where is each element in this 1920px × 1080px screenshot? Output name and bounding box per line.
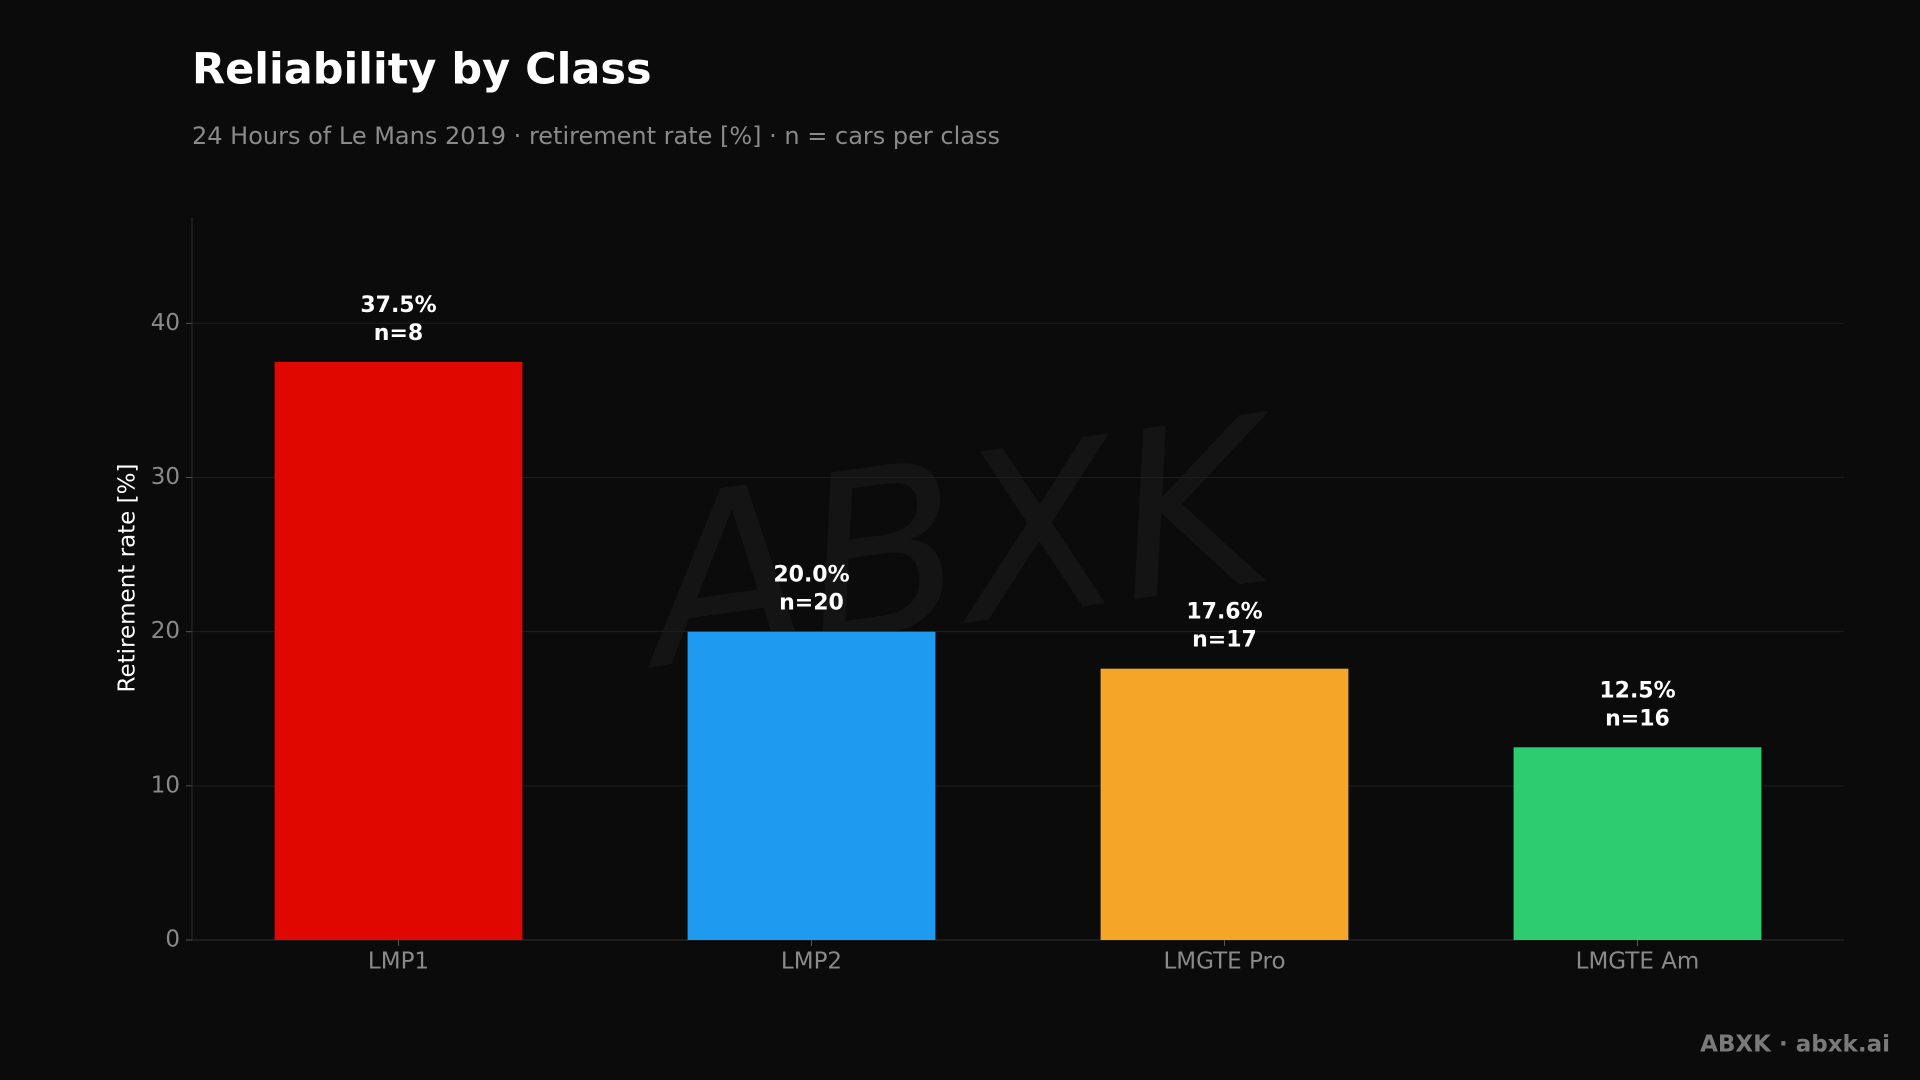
- x-tick-label: LMP2: [781, 949, 842, 975]
- chart-title: Reliability by Class: [192, 45, 652, 95]
- n-label: n=20: [779, 591, 844, 616]
- value-label: 17.6%: [1186, 600, 1262, 625]
- bar: [274, 361, 523, 940]
- y-axis-label: Retirement rate [%]: [115, 464, 141, 693]
- value-label: 20.0%: [773, 563, 849, 588]
- y-tick-label: 0: [165, 927, 180, 953]
- y-tick-label: 10: [151, 772, 180, 798]
- value-label: 37.5%: [360, 293, 436, 318]
- x-tick-label: LMGTE Am: [1576, 949, 1700, 975]
- y-tick-label: 30: [151, 464, 180, 490]
- x-tick-label: LMGTE Pro: [1163, 949, 1285, 975]
- value-label: 12.5%: [1599, 678, 1675, 703]
- n-label: n=17: [1192, 628, 1257, 653]
- bar: [687, 631, 936, 940]
- chart-subtitle: 24 Hours of Le Mans 2019 · retirement ra…: [192, 122, 1000, 150]
- n-label: n=16: [1605, 706, 1670, 731]
- bar: [1513, 747, 1762, 940]
- y-tick-label: 20: [151, 618, 180, 644]
- n-label: n=8: [374, 321, 423, 346]
- footer: ABXK · abxk.ai: [1700, 1032, 1890, 1058]
- x-tick-label: LMP1: [368, 949, 429, 975]
- y-tick-label: 40: [151, 310, 180, 336]
- bar: [1100, 668, 1349, 940]
